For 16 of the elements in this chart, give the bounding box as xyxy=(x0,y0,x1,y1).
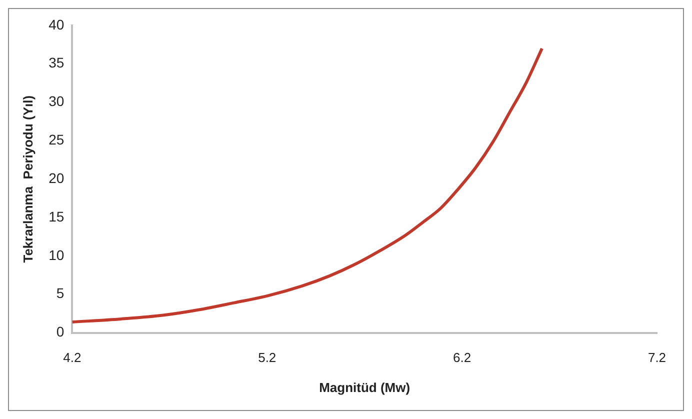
y-tick-label: 40 xyxy=(48,16,64,32)
x-axis-title: Magnitüd (Mw) xyxy=(319,380,410,395)
y-tick-label: 35 xyxy=(48,54,64,71)
y-tick-label: 10 xyxy=(48,246,64,263)
y-tick-label: 5 xyxy=(56,285,64,302)
y-tick-label: 15 xyxy=(48,208,64,224)
x-tick-label: 5.2 xyxy=(258,350,276,366)
y-tick-label: 30 xyxy=(48,93,64,110)
x-tick-label: 7.2 xyxy=(648,350,666,366)
y-axis-title: Tekrarlanma Periyodu (Yıl) xyxy=(20,95,36,263)
y-tick-label: 0 xyxy=(56,324,64,340)
x-tick-label: 4.2 xyxy=(63,350,82,366)
x-tick-label: 6.2 xyxy=(453,350,472,366)
line-series xyxy=(72,46,544,324)
y-tick-label: 20 xyxy=(48,170,64,186)
y-tick-label: 25 xyxy=(48,132,64,148)
